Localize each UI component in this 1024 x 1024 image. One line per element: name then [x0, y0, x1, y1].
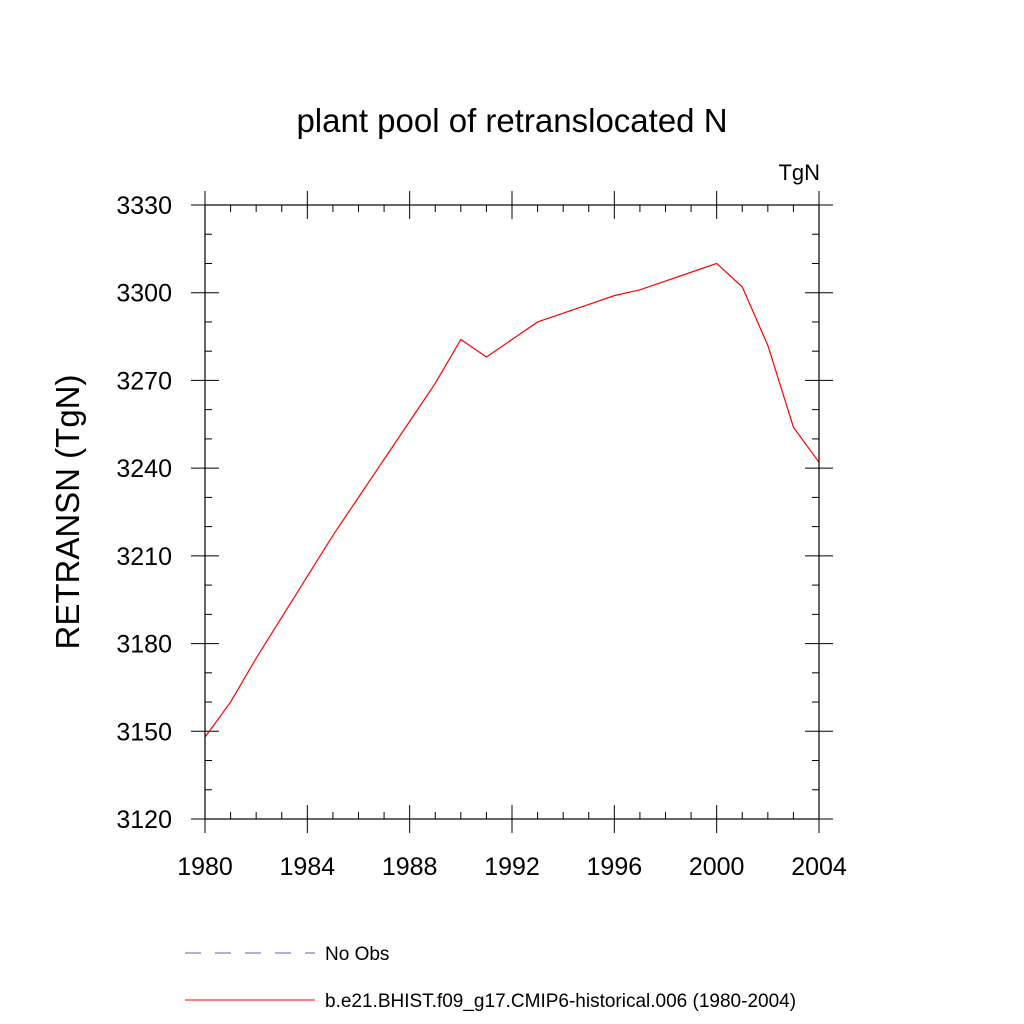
legend: No Obs b.e21.BHIST.f09_g17.CMIP6-historic… — [185, 944, 796, 1012]
y-tick-label: 3330 — [116, 192, 172, 220]
y-tick-label: 3150 — [116, 718, 172, 746]
tick-labels: 1980 1984 1988 1992 1996 2000 2004 3120 3150 3180… — [116, 192, 847, 881]
y-axis-label: RETRANSN (TgN) — [49, 374, 86, 649]
legend-label: b.e21.BHIST.f09_g17.CMIP6-historical.006… — [325, 991, 796, 1012]
y-tick-label: 3210 — [116, 543, 172, 571]
y-tick-label: 3180 — [116, 631, 172, 659]
axis-ticks — [191, 191, 833, 833]
x-tick-label: 1988 — [382, 853, 438, 881]
series-lines — [204, 262, 820, 738]
series-line — [204, 262, 820, 738]
plot-frame — [204, 204, 820, 820]
x-tick-label: 1984 — [280, 853, 336, 881]
x-tick-label: 2004 — [791, 853, 847, 881]
x-tick-label: 1992 — [484, 853, 540, 881]
y-tick-label: 3300 — [116, 280, 172, 308]
x-tick-label: 2000 — [689, 853, 745, 881]
y-tick-label: 3240 — [116, 455, 172, 483]
chart-title: plant pool of retranslocated N — [296, 102, 727, 139]
units-label: TgN — [778, 160, 820, 185]
x-tick-label: 1980 — [177, 853, 233, 881]
y-tick-label: 3270 — [116, 367, 172, 395]
legend-label: No Obs — [325, 944, 389, 965]
x-tick-label: 1996 — [587, 853, 643, 881]
y-tick-label: 3120 — [116, 806, 172, 834]
